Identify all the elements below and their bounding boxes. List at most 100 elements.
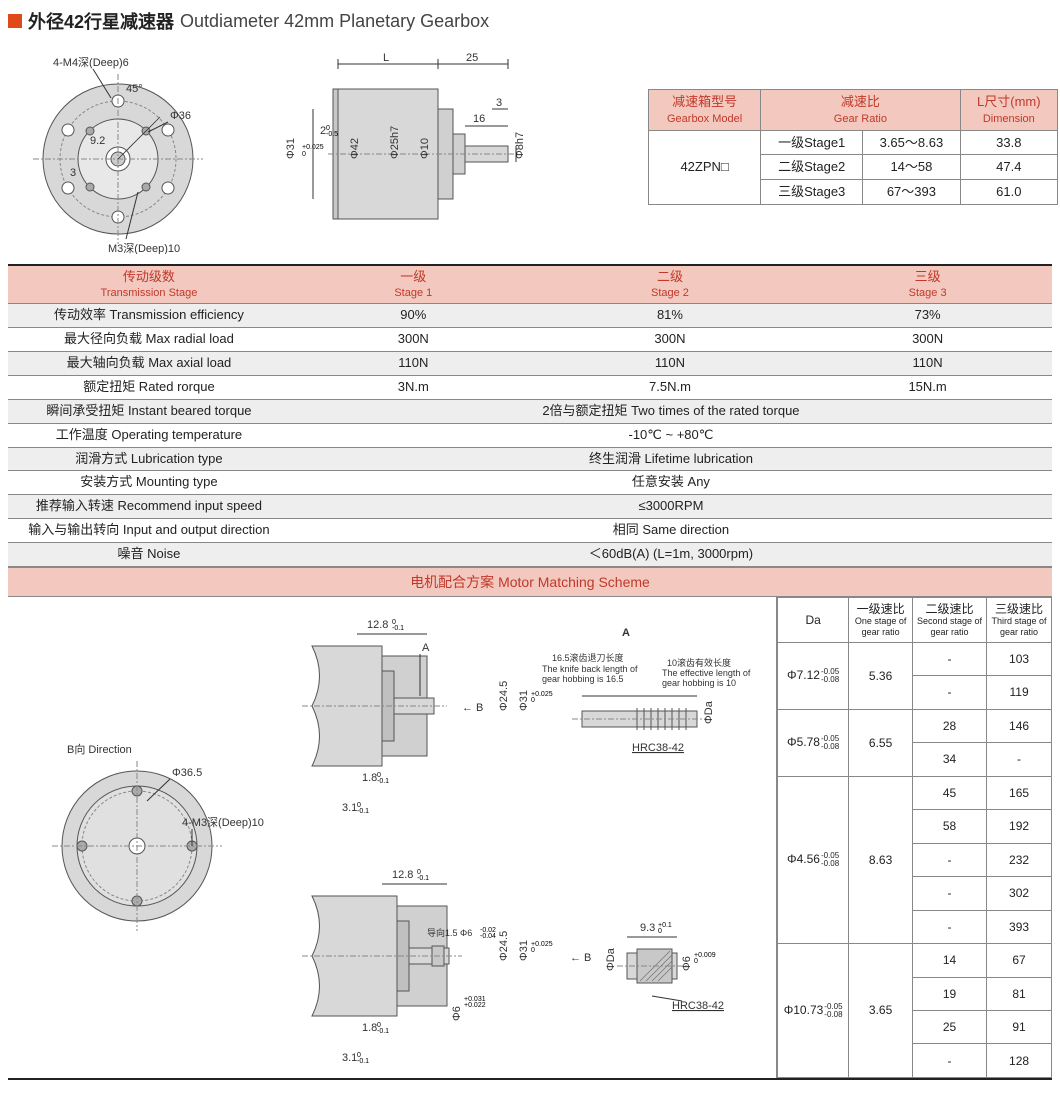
label-93: 9.3 [640,922,655,934]
table-row: 最大径向负载 Max radial load300N300N300N [8,328,1052,352]
ratio-s2: - [912,877,986,910]
spec-label: 额定扭矩 Rated rorque [8,375,290,399]
label-365: Φ36.5 [172,767,202,779]
spec-value-merged: 2倍与额定扭矩 Two times of the rated torque [290,399,1052,423]
label-phi6b: Φ6 [681,956,693,971]
table-row: 传动效率 Transmission efficiency90%81%73% [8,304,1052,328]
svg-text:0: 0 [531,697,535,704]
gearbox-model-table: 减速箱型号 Gearbox Model 减速比 Gear Ratio L尺寸(m… [648,89,1058,205]
label-eff-zh: 10滚齿有效长度 [667,657,731,668]
ratio-s1: 5.36 [849,642,913,709]
ratio-s2: 34 [912,743,986,776]
svg-text:+0.022: +0.022 [464,1002,486,1009]
svg-text:0: 0 [531,947,535,954]
spec-label: 瞬间承受扭矩 Instant beared torque [8,399,290,423]
cell-dim2: 47.4 [960,155,1057,180]
table-row: 推荐输入转速 Recommend input speed≤3000RPM [8,495,1052,519]
top-section: 4-M4深(Deep)6 45° Φ36 9.2 3 M3深(Deep)10 L… [8,44,1052,254]
technical-drawing-top: 4-M4深(Deep)6 45° Φ36 9.2 3 M3深(Deep)10 L… [8,44,628,254]
label-phi6: Φ6 [451,1006,463,1021]
rth-s1: 一级速比 One stage of gear ratio [849,597,913,642]
title-zh: 外径42行星减速器 [28,8,174,34]
title-en: Outdiameter 42mm Planetary Gearbox [180,11,489,32]
svg-text:gear hobbing is 10: gear hobbing is 10 [662,678,736,688]
label-hrc2: HRC38-42 [672,1000,724,1012]
label-4m3: 4-M3深(Deep)10 [182,816,264,829]
rth-da: Da [778,597,849,642]
label-phi31: Φ31 [285,138,297,159]
ratio-s2: 28 [912,709,986,742]
label-18a: 1.8 [362,772,377,784]
spec-label: 工作温度 Operating temperature [8,423,290,447]
svg-text:gear hobbing is 16.5: gear hobbing is 16.5 [542,674,624,684]
label-3b: 3 [496,97,502,109]
label-18b: 1.8 [362,1022,377,1034]
label-knife-en: The knife back length of [542,664,638,674]
ratio-s3: 91 [987,1010,1052,1043]
svg-text:-0.1: -0.1 [357,1058,369,1065]
table-row: Φ5.78-0.05-0.086.5528146 [778,709,1052,742]
svg-text:-0.04: -0.04 [480,933,496,940]
spec-value: 3N.m [290,375,537,399]
table-row: 输入与输出转向 Input and output direction相同 Sam… [8,519,1052,543]
spec-value: 110N [290,351,537,375]
spec-label: 传动效率 Transmission efficiency [8,304,290,328]
spec-label: 输入与输出转向 Input and output direction [8,519,290,543]
label-Ba: ← B [462,702,483,714]
technical-drawing-bottom: B向 Direction Φ36.5 4-M3深(Deep)10 12.8 0-… [8,597,777,1078]
label-hrc1: HRC38-42 [632,742,684,754]
ratio-s2: - [912,676,986,709]
th-s2: 二级 Stage 2 [537,265,804,304]
rth-s3: 三级速比 Third stage of gear ratio [987,597,1052,642]
spec-label: 最大径向负载 Max radial load [8,328,290,352]
label-Da2: ΦDa [605,947,617,971]
spec-value: 90% [290,304,537,328]
svg-text:-0.1: -0.1 [392,625,404,632]
ratio-s2: - [912,843,986,876]
ratio-s3: - [987,743,1052,776]
label-245a: Φ24.5 [498,681,510,711]
ratio-da: Φ7.12-0.05-0.08 [778,642,849,709]
title-bullet-icon [8,14,22,28]
table-row: 噪音 Noise＜60dB(A) (L=1m, 3000rpm) [8,543,1052,567]
label-m3: M3深(Deep)10 [108,242,180,254]
svg-text:0: 0 [658,928,662,935]
ratio-s2: 19 [912,977,986,1010]
specs-table: 传动级数 Transmission Stage 一级 Stage 1 二级 St… [8,264,1052,567]
label-92: 9.2 [90,135,105,147]
spec-value: 15N.m [803,375,1052,399]
ratio-s3: 302 [987,877,1052,910]
label-Da1: ΦDa [703,700,715,724]
page-title: 外径42行星减速器 Outdiameter 42mm Planetary Gea… [8,8,1052,34]
ratio-da: Φ5.78-0.05-0.08 [778,709,849,776]
ratio-s3: 81 [987,977,1052,1010]
label-Bb: ← B [570,952,591,964]
svg-text:-0.1: -0.1 [377,1028,389,1035]
th-dim: L尺寸(mm) Dimension [960,90,1057,131]
label-25: 25 [466,52,478,64]
th-s1: 一级 Stage 1 [290,265,537,304]
spec-label: 安装方式 Mounting type [8,471,290,495]
spec-value-merged: -10℃ ~ +80℃ [290,423,1052,447]
th-s3: 三级 Stage 3 [803,265,1052,304]
label-31a: 3.1 [342,802,357,814]
table-row: Φ10.73-0.05-0.083.651467 [778,944,1052,977]
table-row: Φ4.56-0.05-0.088.6345165 [778,776,1052,809]
svg-text:0: 0 [694,958,698,965]
label-31ta: Φ31 [518,690,530,711]
th-ratio: 减速比 Gear Ratio [761,90,960,131]
label-245b: Φ24.5 [498,931,510,961]
label-45: 45° [126,83,143,95]
motor-matching-header: 电机配合方案 Motor Matching Scheme [8,567,1052,597]
svg-text:-0.1: -0.1 [357,808,369,815]
cell-ratio1: 3.65～8.63 [863,130,960,155]
cell-ratio3: 67～393 [863,179,960,204]
label-phi42: Φ42 [349,138,361,159]
ratio-s3: 128 [987,1044,1052,1078]
spec-value: 7.5N.m [537,375,804,399]
spec-value: 73% [803,304,1052,328]
label-3: 3 [70,167,76,179]
spec-value-merged: 相同 Same direction [290,519,1052,543]
ratio-s1: 8.63 [849,776,913,943]
table-row: 瞬间承受扭矩 Instant beared torque2倍与额定扭矩 Two … [8,399,1052,423]
